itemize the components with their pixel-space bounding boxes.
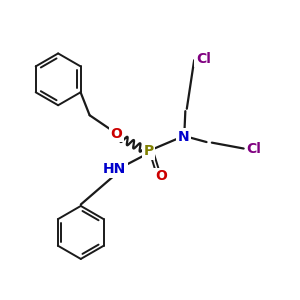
Text: O: O xyxy=(110,127,122,141)
Text: HN: HN xyxy=(103,162,126,176)
Text: Cl: Cl xyxy=(196,52,211,66)
Text: Cl: Cl xyxy=(246,142,261,155)
Text: O: O xyxy=(155,169,167,184)
Text: P: P xyxy=(143,145,154,158)
Text: N: N xyxy=(178,130,190,144)
